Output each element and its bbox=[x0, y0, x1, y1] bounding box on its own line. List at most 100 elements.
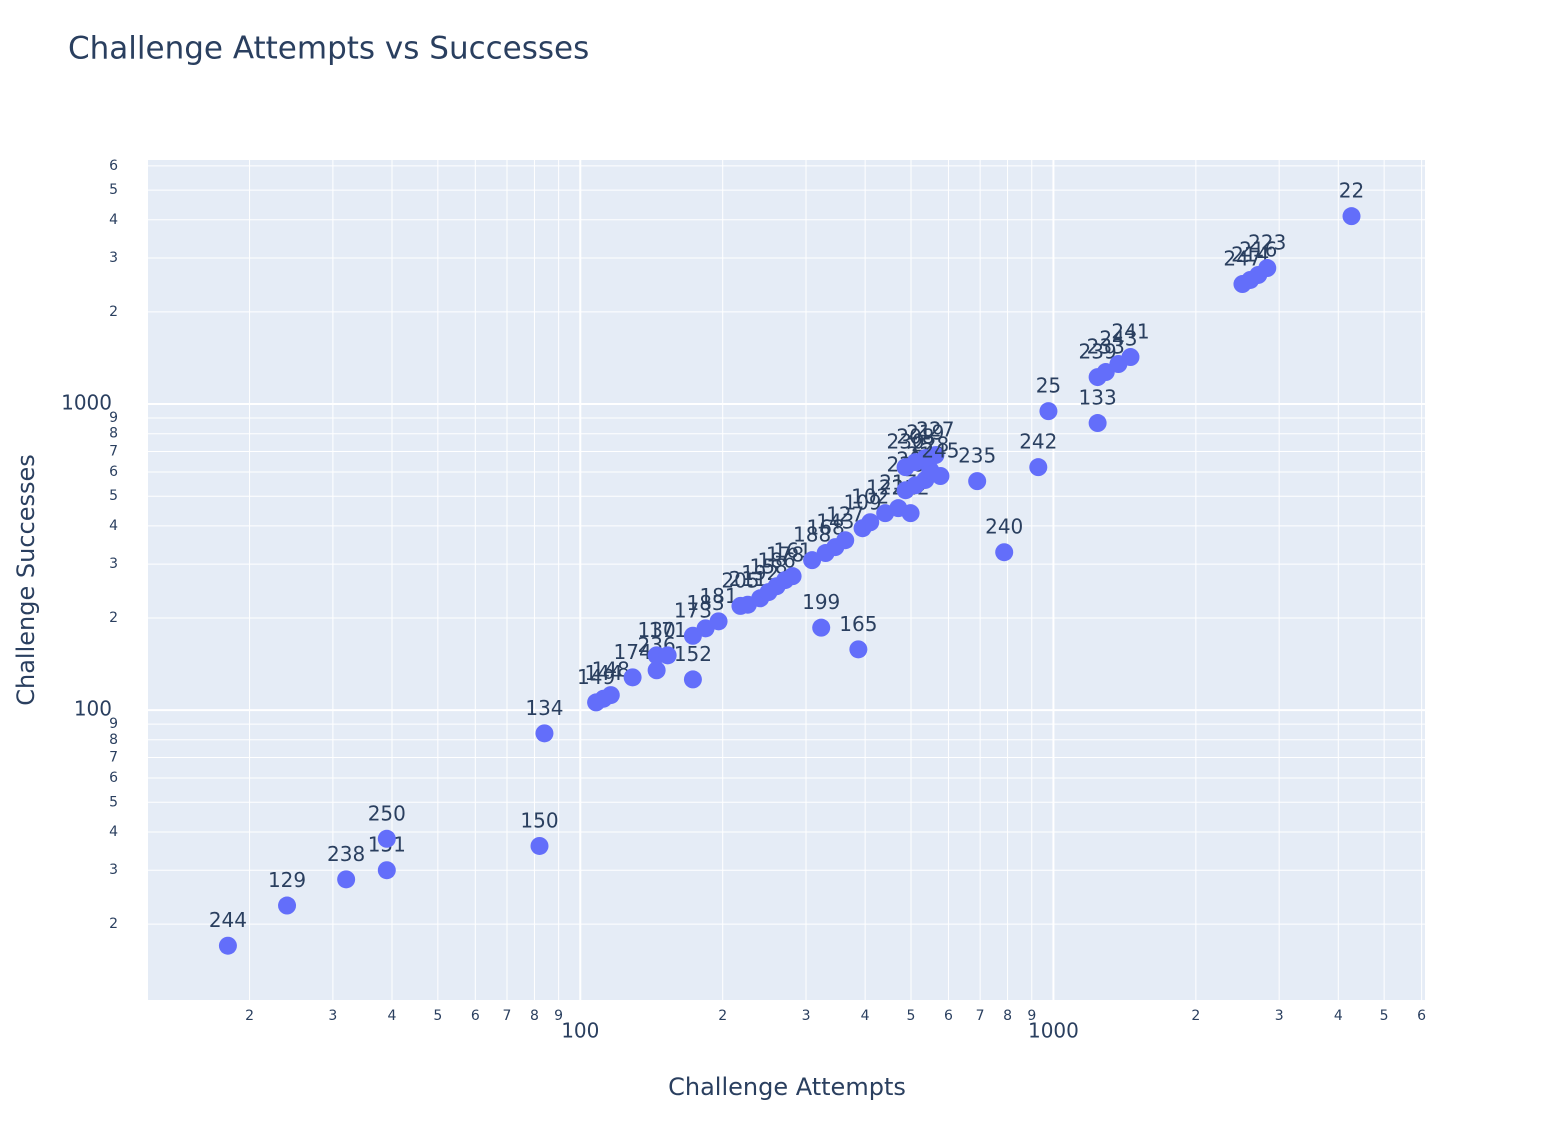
point bbox=[931, 467, 950, 486]
point-label: 227 bbox=[916, 418, 954, 442]
point-label: 134 bbox=[525, 696, 563, 720]
point-label: 181 bbox=[699, 584, 737, 608]
point-label: 173 bbox=[674, 598, 712, 622]
point-label: 171 bbox=[649, 618, 687, 642]
point bbox=[377, 861, 396, 880]
point-label: 174 bbox=[614, 640, 652, 664]
y-tick-label: 4 bbox=[109, 518, 118, 534]
point-label: 22 bbox=[1339, 179, 1364, 203]
y-tick-label: 5 bbox=[109, 794, 118, 810]
point-label: 223 bbox=[1248, 231, 1286, 255]
point bbox=[861, 513, 880, 532]
x-tick-label: 3 bbox=[1275, 1008, 1284, 1024]
x-tick-label: 4 bbox=[1334, 1008, 1343, 1024]
point-label: 243 bbox=[1099, 327, 1137, 351]
point-label: 205 bbox=[721, 568, 759, 592]
point-label: 211 bbox=[729, 567, 767, 591]
point bbox=[1258, 259, 1277, 278]
point-label: 245 bbox=[921, 439, 959, 463]
point bbox=[535, 724, 554, 743]
point bbox=[836, 531, 855, 550]
y-tick-label: 2 bbox=[109, 610, 118, 626]
point-label: 188 bbox=[793, 523, 831, 547]
x-tick-label: 5 bbox=[1380, 1008, 1389, 1024]
point bbox=[1342, 207, 1361, 226]
point bbox=[1029, 458, 1048, 477]
y-tick-label: 5 bbox=[109, 488, 118, 504]
point bbox=[683, 670, 702, 689]
y-tick-label: 9 bbox=[109, 410, 118, 426]
y-tick-label: 8 bbox=[109, 732, 118, 748]
y-tick-label: 3 bbox=[109, 556, 118, 572]
point-label: 130 bbox=[638, 618, 676, 642]
point-label: 199 bbox=[802, 590, 840, 614]
x-tick-label: 7 bbox=[503, 1008, 512, 1024]
point-label: 242 bbox=[1019, 430, 1057, 454]
point-label: 219 bbox=[906, 421, 944, 445]
point-label: 244 bbox=[209, 908, 247, 932]
point-label: 109 bbox=[843, 491, 881, 515]
x-tick-label: 6 bbox=[471, 1008, 480, 1024]
point-label: 165 bbox=[839, 612, 877, 636]
x-tick-label: 2 bbox=[1191, 1008, 1200, 1024]
point bbox=[337, 870, 356, 889]
point bbox=[218, 936, 237, 955]
y-tick-label: 7 bbox=[109, 750, 118, 766]
y-tick-label: 6 bbox=[109, 464, 118, 480]
x-tick-label: 3 bbox=[802, 1008, 811, 1024]
point bbox=[623, 668, 642, 687]
point-label: 250 bbox=[368, 801, 406, 825]
point-label: 239 bbox=[1079, 340, 1117, 364]
y-tick-label: 6 bbox=[109, 158, 118, 174]
x-tick-label: 9 bbox=[1027, 1008, 1036, 1024]
y-tick-label: 8 bbox=[109, 426, 118, 442]
point-label: 133 bbox=[1079, 386, 1117, 410]
point-label: 183 bbox=[686, 591, 724, 615]
y-axis-title: Challenge Successes bbox=[12, 454, 40, 706]
y-tick-label: 6 bbox=[109, 770, 118, 786]
point-label: 143 bbox=[816, 510, 854, 534]
chart-title: Challenge Attempts vs Successes bbox=[68, 31, 589, 67]
point bbox=[849, 640, 868, 659]
point-label: 241 bbox=[1111, 320, 1149, 344]
point bbox=[530, 836, 549, 855]
point-label: 129 bbox=[268, 868, 306, 892]
point-label: 178 bbox=[766, 543, 804, 567]
point-label: 235 bbox=[958, 444, 996, 468]
point-label: 149 bbox=[577, 665, 615, 689]
point bbox=[1121, 348, 1140, 367]
x-tick-label: 8 bbox=[530, 1008, 539, 1024]
x-tick-label: 2 bbox=[718, 1008, 727, 1024]
x-tick-label: 6 bbox=[1417, 1008, 1426, 1024]
point bbox=[278, 896, 297, 915]
y-tick-label: 3 bbox=[109, 862, 118, 878]
y-tick-label: 9 bbox=[109, 716, 118, 732]
point-label: 230 bbox=[886, 430, 924, 454]
point bbox=[783, 567, 802, 586]
point-label: 25 bbox=[1036, 374, 1061, 398]
point-label: 208 bbox=[896, 425, 934, 449]
point bbox=[647, 661, 666, 680]
point bbox=[968, 472, 987, 491]
point bbox=[926, 446, 945, 465]
y-tick-label: 100 bbox=[74, 697, 112, 721]
x-tick-label: 5 bbox=[907, 1008, 916, 1024]
x-tick-label: 9 bbox=[554, 1008, 563, 1024]
point-label: 214 bbox=[1231, 242, 1269, 266]
point bbox=[995, 543, 1014, 562]
y-tick-label: 1000 bbox=[61, 391, 112, 415]
y-tick-label: 3 bbox=[109, 250, 118, 266]
point bbox=[812, 618, 831, 637]
y-tick-label: 2 bbox=[109, 304, 118, 320]
point-label: 238 bbox=[327, 842, 365, 866]
point-label: 150 bbox=[520, 808, 558, 832]
point bbox=[601, 686, 620, 705]
point bbox=[658, 646, 677, 665]
x-tick-label: 4 bbox=[861, 1008, 870, 1024]
y-tick-label: 7 bbox=[109, 443, 118, 459]
point bbox=[709, 612, 728, 631]
point bbox=[803, 551, 822, 570]
x-axis-title: Challenge Attempts bbox=[668, 1073, 906, 1101]
x-tick-label: 2 bbox=[245, 1008, 254, 1024]
